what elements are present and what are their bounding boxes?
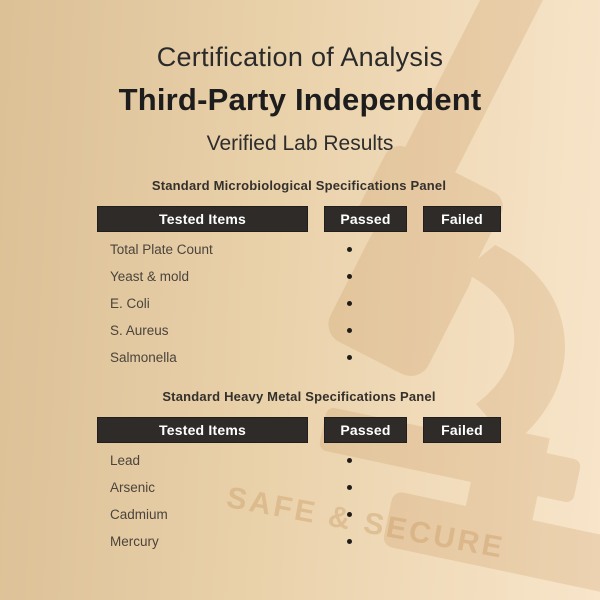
panel-heading: Standard Heavy Metal Specifications Pane…: [162, 389, 436, 404]
failed-cell: [391, 458, 469, 463]
passed-bullet-icon: [347, 247, 352, 252]
table-header-row: Tested Items Passed Failed: [97, 206, 501, 232]
table-row: Arsenic: [97, 474, 501, 501]
passed-cell: [308, 274, 391, 279]
tested-item-label: S. Aureus: [110, 323, 169, 338]
title-block: Certification of Analysis Third-Party In…: [0, 42, 600, 156]
tested-item-label: Cadmium: [110, 507, 168, 522]
table-row: S. Aureus: [97, 317, 501, 344]
tested-item-label: Salmonella: [110, 350, 177, 365]
failed-cell: [391, 539, 469, 544]
table-body: Lead Arsenic Cadmium Mercury: [97, 447, 501, 555]
passed-bullet-icon: [347, 301, 352, 306]
column-header-failed: Failed: [423, 206, 501, 232]
tested-item-label: Mercury: [110, 534, 159, 549]
passed-bullet-icon: [347, 485, 352, 490]
panel-microbiological: Standard Microbiological Specifications …: [97, 178, 501, 371]
failed-cell: [391, 512, 469, 517]
passed-cell: [308, 247, 391, 252]
table-body: Total Plate Count Yeast & mold E. Coli S…: [97, 236, 501, 371]
passed-bullet-icon: [347, 539, 352, 544]
panel-heavy-metal: Standard Heavy Metal Specifications Pane…: [97, 389, 501, 555]
tested-item-label: Arsenic: [110, 480, 156, 495]
passed-cell: [308, 301, 391, 306]
passed-bullet-icon: [347, 274, 352, 279]
table-row: Total Plate Count: [97, 236, 501, 263]
table-row: E. Coli: [97, 290, 501, 317]
failed-cell: [391, 274, 469, 279]
column-header-passed: Passed: [324, 206, 407, 232]
page-subtitle: Third-Party Independent: [118, 82, 482, 117]
failed-cell: [391, 247, 469, 252]
table-row: Yeast & mold: [97, 263, 501, 290]
tested-item-label: Lead: [110, 453, 141, 468]
passed-bullet-icon: [347, 328, 352, 333]
tested-item-label: E. Coli: [110, 296, 150, 311]
table-row: Cadmium: [97, 501, 501, 528]
passed-bullet-icon: [347, 512, 352, 517]
failed-cell: [391, 301, 469, 306]
column-header-tested-items: Tested Items: [97, 417, 308, 443]
table-header-row: Tested Items Passed Failed: [97, 417, 501, 443]
tested-item-label: Yeast & mold: [110, 269, 190, 284]
page-title: Certification of Analysis: [156, 42, 444, 72]
tested-item-label: Total Plate Count: [110, 242, 213, 257]
passed-cell: [308, 328, 391, 333]
passed-bullet-icon: [347, 355, 352, 360]
passed-cell: [308, 539, 391, 544]
table-row: Mercury: [97, 528, 501, 555]
column-header-passed: Passed: [324, 417, 407, 443]
page-tagline: Verified Lab Results: [206, 132, 394, 155]
passed-cell: [308, 458, 391, 463]
failed-cell: [391, 355, 469, 360]
table-row: Salmonella: [97, 344, 501, 371]
failed-cell: [391, 328, 469, 333]
failed-cell: [391, 485, 469, 490]
passed-cell: [308, 355, 391, 360]
passed-cell: [308, 512, 391, 517]
table-row: Lead: [97, 447, 501, 474]
panel-heading: Standard Microbiological Specifications …: [151, 178, 447, 193]
column-header-failed: Failed: [423, 417, 501, 443]
passed-cell: [308, 485, 391, 490]
passed-bullet-icon: [347, 458, 352, 463]
column-header-tested-items: Tested Items: [97, 206, 308, 232]
